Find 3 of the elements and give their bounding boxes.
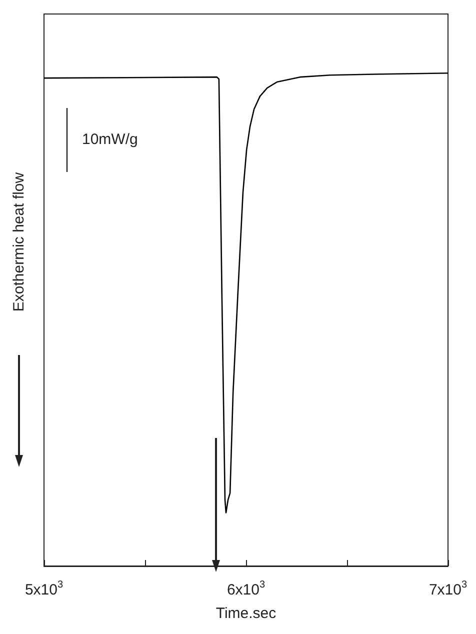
annotation: 10mW/g bbox=[82, 131, 138, 148]
y-axis-title: Exothermic heat flow bbox=[10, 172, 28, 312]
x-axis-title: Time.sec bbox=[216, 605, 277, 622]
